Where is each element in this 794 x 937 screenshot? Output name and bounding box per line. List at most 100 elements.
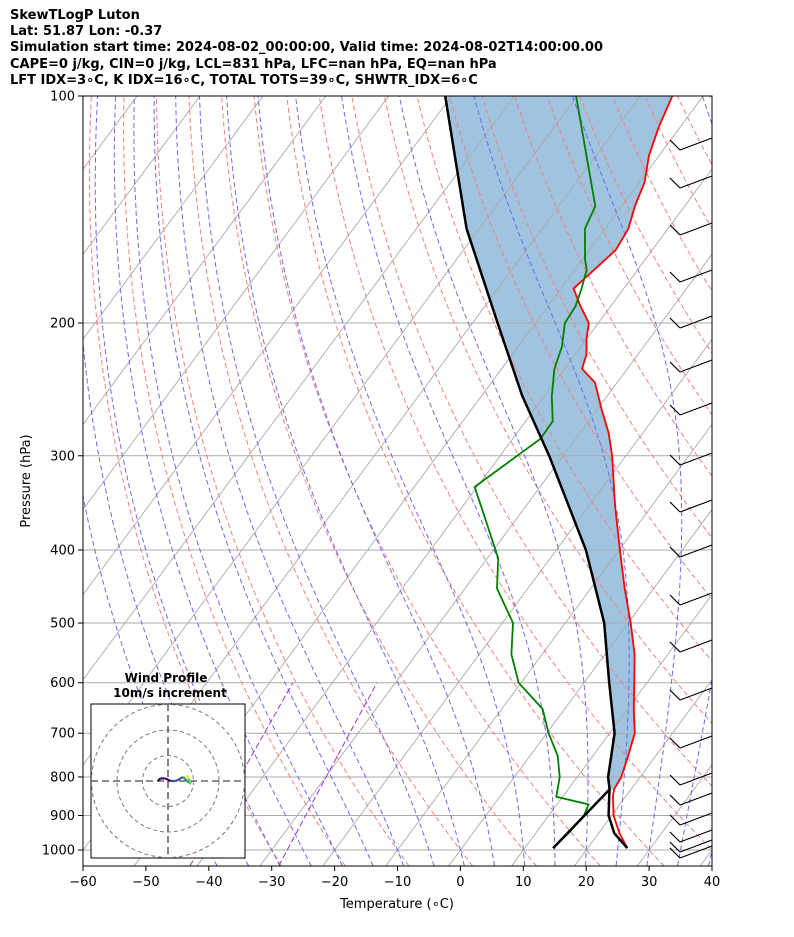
chart-header: SkewTLogP Luton Lat: 51.87 Lon: -0.37 Si… xyxy=(10,8,603,89)
moist-adiabat xyxy=(295,96,526,866)
wind-barb xyxy=(669,687,713,701)
x-axis-ticks: −60 −50 −40 −30 −20 −10 0 10 20 30 40 xyxy=(69,866,720,890)
cape-cin-shading xyxy=(445,96,673,790)
dry-adiabat xyxy=(775,96,794,866)
hodograph-segment xyxy=(177,777,182,781)
moist-adiabat xyxy=(398,96,589,866)
hodograph-inset: Wind Profile 10m/s increment xyxy=(90,671,246,859)
wind-barb xyxy=(669,315,713,329)
hodograph-segment xyxy=(183,777,187,781)
hodograph-segment xyxy=(187,781,191,785)
x-tick-label: −20 xyxy=(321,875,348,890)
moist-adiabat xyxy=(153,96,374,866)
isotherm-line xyxy=(636,764,712,866)
dry-adiabat xyxy=(155,96,410,866)
moist-adiabat xyxy=(677,96,712,866)
time-line: Simulation start time: 2024-08-02_00:00:… xyxy=(10,40,603,56)
wind-barb xyxy=(669,137,713,151)
dry-adiabat xyxy=(743,96,794,866)
wind-barb xyxy=(669,639,713,653)
hodograph-segment xyxy=(175,778,179,782)
dry-adiabat xyxy=(709,96,712,102)
wind-barb xyxy=(669,402,713,416)
parcel-line xyxy=(443,96,629,849)
moist-adiabat xyxy=(175,96,405,866)
hodograph-segment xyxy=(187,777,191,782)
dry-adiabat xyxy=(188,96,474,866)
wind-barb xyxy=(669,592,713,606)
profile-lines xyxy=(443,96,674,849)
moist-adiabat xyxy=(94,96,281,866)
index-line: LFT IDX=3∘C, K IDX=16∘C, TOTAL TOTS=39∘C… xyxy=(10,72,478,88)
wind-barb xyxy=(669,269,713,283)
moist-adiabat xyxy=(199,96,435,866)
dry-adiabat xyxy=(318,96,712,851)
isotherm-line xyxy=(83,96,327,426)
moist-adiabat xyxy=(708,847,712,866)
x-axis-label: Temperature (∘C) xyxy=(339,897,454,912)
dry-adiabat xyxy=(221,96,537,866)
x-tick-label: 20 xyxy=(578,875,595,890)
x-tick-label: 0 xyxy=(456,875,464,890)
location-line: Lat: 51.87 Lon: -0.37 xyxy=(10,24,163,40)
isotherm-line xyxy=(83,96,515,681)
x-tick-label: −60 xyxy=(69,875,96,890)
hodograph-segment xyxy=(188,780,192,784)
moist-adiabat xyxy=(341,96,556,866)
hodograph-segment xyxy=(179,776,183,780)
isotherm-line xyxy=(83,96,452,596)
x-tick-label: −50 xyxy=(132,875,159,890)
y-tick-label: 500 xyxy=(50,617,75,632)
x-tick-label: −30 xyxy=(258,875,285,890)
hodograph-segment xyxy=(185,775,188,778)
y-tick-label: 1000 xyxy=(42,844,75,859)
dewpoint-line xyxy=(473,96,597,849)
x-tick-label: −10 xyxy=(384,875,411,890)
isotherm-line xyxy=(699,849,712,866)
wind-barb xyxy=(669,792,713,806)
dry-adiabat xyxy=(546,96,712,416)
hodograph-segment xyxy=(157,777,162,782)
wind-barbs xyxy=(669,137,713,859)
wind-barb xyxy=(669,499,713,513)
isotherm-line xyxy=(763,96,794,866)
moist-adiabat xyxy=(226,96,465,866)
isotherm-line xyxy=(83,96,264,341)
y-tick-label: 200 xyxy=(50,316,75,331)
chart-title: SkewTLogP Luton xyxy=(10,8,140,23)
hodograph-segment xyxy=(185,778,188,782)
dry-adiabat xyxy=(644,96,712,230)
wind-barb xyxy=(669,359,713,373)
isotherm-line xyxy=(574,679,712,866)
y-tick-label: 100 xyxy=(50,90,75,105)
wind-barb xyxy=(669,772,713,786)
y-axis-ticks: 1000 900 800 700 600 500 400 300 200 100 xyxy=(42,90,83,859)
y-tick-label: 400 xyxy=(50,543,75,558)
isotherm-line xyxy=(259,253,712,866)
dry-adiabat xyxy=(416,96,712,662)
x-tick-label: 40 xyxy=(704,875,721,890)
hodograph-segment xyxy=(164,777,169,781)
parcel-dewpoint-leg xyxy=(552,788,611,849)
wind-barb xyxy=(669,829,713,843)
x-tick-label: −40 xyxy=(195,875,222,890)
wind-barb xyxy=(669,222,713,236)
wind-barb xyxy=(669,845,713,859)
hodograph-title: Wind Profile xyxy=(125,671,208,685)
moist-adiabat xyxy=(113,96,312,866)
y-tick-label: 300 xyxy=(50,449,75,464)
wind-barb xyxy=(669,544,713,558)
isotherm-line xyxy=(511,593,712,866)
isotherm-line xyxy=(322,338,712,866)
dry-adiabat xyxy=(286,96,665,866)
dry-adiabat xyxy=(383,96,712,725)
isotherm-line xyxy=(0,96,74,866)
dry-adiabat xyxy=(123,96,346,866)
y-tick-label: 800 xyxy=(50,770,75,785)
moist-adiabat xyxy=(473,96,630,866)
wind-barb xyxy=(669,812,713,826)
y-tick-label: 900 xyxy=(50,809,75,824)
isotherm-line xyxy=(448,508,712,866)
x-tick-label: 10 xyxy=(515,875,532,890)
